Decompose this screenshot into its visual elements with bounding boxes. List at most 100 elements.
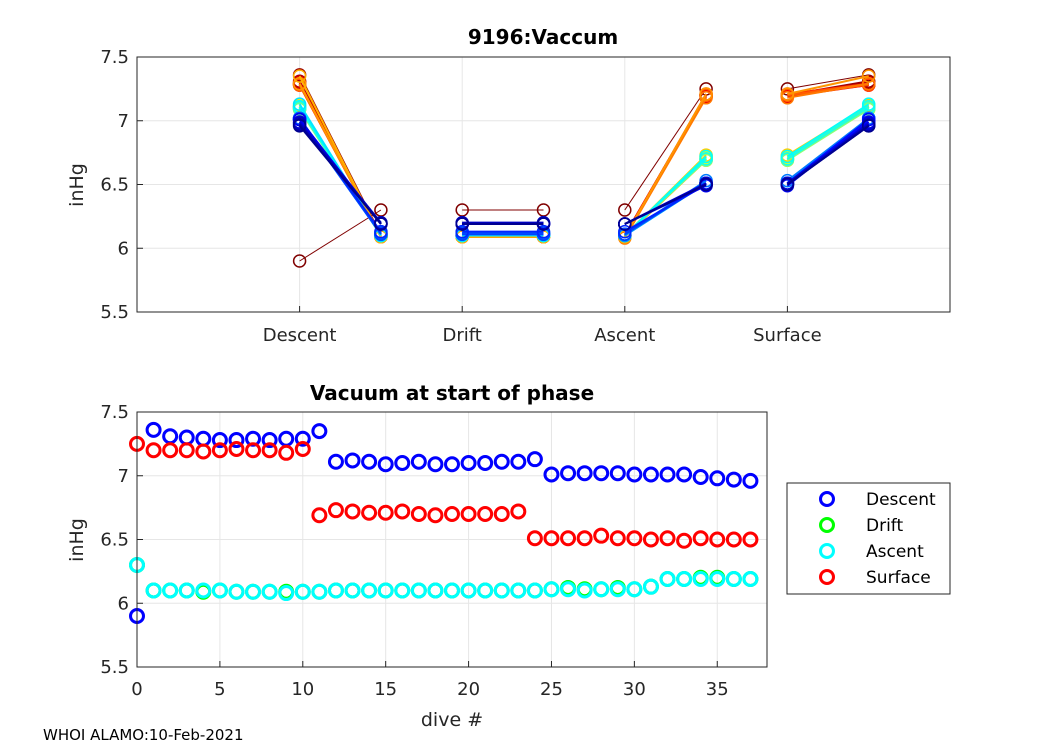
series-surface <box>129 435 759 549</box>
legend-label-surface: Surface <box>866 568 931 588</box>
top-tick-labels: Descent Drift Ascent Surface 5.5 6 6.5 7 7.5 <box>100 47 821 346</box>
descent-point <box>311 423 328 440</box>
ascent-point <box>543 581 560 598</box>
dive-marker <box>780 91 795 105</box>
descent-point <box>327 453 344 470</box>
top-y-tick-label: 5.5 <box>100 302 129 323</box>
top-y-tick-label: 7.5 <box>100 47 129 68</box>
ascent-point <box>178 582 195 599</box>
ascent-point <box>162 582 179 599</box>
descent-point <box>642 466 659 483</box>
ascent-point <box>327 582 344 599</box>
descent-point <box>427 456 444 473</box>
bottom-x-tick-label: 35 <box>706 679 729 700</box>
dive-marker <box>618 224 632 239</box>
ascent-point <box>460 582 477 599</box>
descent-point <box>626 466 643 483</box>
descent-point <box>543 466 560 483</box>
legend-box <box>786 482 951 595</box>
dive-marker <box>292 69 307 83</box>
dive-marker <box>699 149 713 164</box>
dive-marker <box>618 217 632 231</box>
surface-point <box>460 506 477 522</box>
dive-marker <box>780 87 795 101</box>
descent-point <box>510 453 527 470</box>
bottom-x-axis-label: dive # <box>421 709 483 731</box>
surface-point <box>642 531 659 548</box>
ascent-point <box>642 578 659 595</box>
surface-point <box>692 530 709 547</box>
top-x-tick-label: Drift <box>443 325 482 346</box>
surface-point <box>676 532 693 549</box>
descent-point <box>609 465 626 482</box>
dive-marker <box>780 177 795 192</box>
surface-point <box>510 503 527 520</box>
bottom-x-tick-label: 10 <box>291 679 314 700</box>
dive-segment <box>298 75 382 238</box>
ascent-point <box>394 582 411 599</box>
dive-line-37 <box>292 119 876 231</box>
descent-point <box>394 455 411 471</box>
descent-point <box>659 466 676 483</box>
descent-point <box>261 432 278 449</box>
surface-point <box>377 504 394 521</box>
dive-marker <box>374 224 388 239</box>
surface-point <box>560 530 577 547</box>
footer-text: WHOI ALAMO:10-Feb-2021 <box>43 726 244 744</box>
dive-segment <box>786 105 870 160</box>
ascent-point <box>145 582 162 599</box>
descent-point <box>593 465 610 482</box>
surface-point <box>626 530 643 547</box>
legend-marker-drift <box>819 517 835 533</box>
descent-point <box>344 452 361 469</box>
bottom-y-tick-label: 7 <box>118 466 129 487</box>
surface-point <box>410 506 427 522</box>
surface-point <box>593 527 610 544</box>
ascent-point <box>245 583 262 600</box>
ascent-point <box>659 571 676 588</box>
dive-marker <box>536 224 551 239</box>
surface-point <box>261 442 278 459</box>
surface-point <box>245 442 262 459</box>
ascent-point <box>195 582 212 599</box>
surface-point <box>576 530 593 547</box>
surface-point <box>195 443 212 460</box>
ascent-point <box>311 583 328 600</box>
descent-point <box>145 421 162 438</box>
ascent-point <box>742 571 759 588</box>
dive-segment <box>624 155 707 237</box>
bottom-y-tick-label: 7.5 <box>100 402 129 423</box>
bottom-x-tick-label: 25 <box>540 679 563 700</box>
surface-point <box>543 530 560 547</box>
descent-point <box>576 465 593 482</box>
descent-point <box>294 430 311 447</box>
dive-marker <box>374 217 388 231</box>
surface-point <box>709 531 726 548</box>
ascent-point <box>228 583 245 600</box>
dive-segment <box>623 93 707 238</box>
descent-point <box>361 453 378 470</box>
ascent-point <box>626 581 643 598</box>
surface-point <box>361 504 378 521</box>
dive-segment <box>298 125 382 225</box>
ascent-point <box>526 582 543 599</box>
dive-segment <box>787 74 869 90</box>
surface-point <box>311 507 328 524</box>
top-y-axis-label: inHg <box>66 163 88 207</box>
top-y-tick-label: 6.5 <box>100 175 129 196</box>
dive-marker <box>861 69 876 83</box>
ascent-point <box>427 582 444 599</box>
surface-point <box>294 440 311 457</box>
bottom-x-tick-label: 0 <box>131 679 142 700</box>
surface-point <box>344 503 361 520</box>
surface-point <box>211 442 228 459</box>
surface-point <box>493 506 510 522</box>
dive-marker <box>292 119 307 133</box>
dive-marker <box>455 217 469 231</box>
ascent-point <box>211 582 228 599</box>
legend-marker-surface <box>819 569 835 585</box>
bottom-y-axis-label: inHg <box>66 518 88 562</box>
dive-segment <box>786 117 870 182</box>
top-x-tick-label: Descent <box>263 325 337 346</box>
